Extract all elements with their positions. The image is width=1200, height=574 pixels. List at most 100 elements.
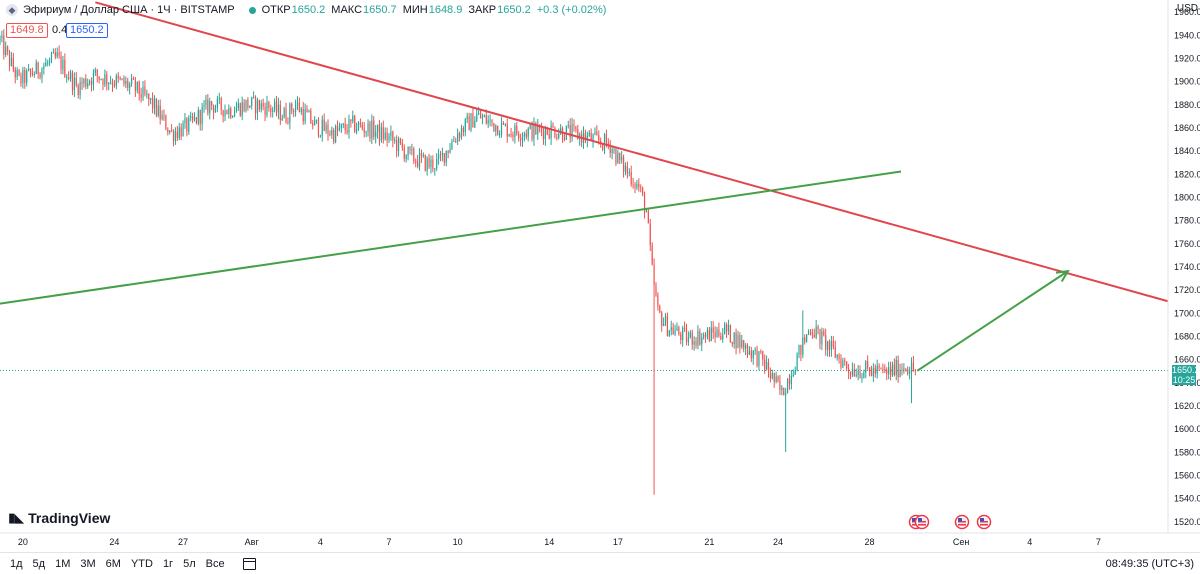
timeframe-5d[interactable]: 5д (32, 557, 46, 570)
candle-body (514, 125, 516, 137)
candle-body (674, 330, 676, 335)
candle-body (701, 337, 703, 345)
candle-body (369, 122, 371, 139)
candle-body (603, 134, 606, 150)
candle-body (748, 350, 751, 355)
timeframe-ytd[interactable]: YTD (130, 557, 153, 570)
candle-body (605, 134, 608, 144)
candle-body (586, 135, 588, 141)
candle-body (716, 329, 718, 338)
candle-body (907, 369, 909, 374)
candle-body (436, 158, 438, 169)
timeframe-3m[interactable]: 3М (80, 557, 96, 570)
candle-body (321, 119, 323, 136)
candle-body (312, 123, 314, 126)
candle-body (195, 117, 198, 124)
candle-body (634, 184, 636, 188)
y-tick-label: 1720.0 (1174, 285, 1200, 295)
candle-body (163, 115, 165, 117)
open-label: ОТКР (261, 4, 291, 16)
candle-body (722, 334, 724, 340)
currency-selector[interactable]: USD (1176, 3, 1198, 14)
candle-body (445, 150, 447, 163)
us-flag-event-icon[interactable] (976, 514, 992, 530)
candle-body (317, 119, 320, 136)
candle-body (94, 69, 96, 73)
candle-body (129, 84, 131, 89)
candle-body (214, 107, 217, 113)
candle-body (737, 335, 739, 349)
candle-body (552, 125, 554, 128)
us-flag-event-icon[interactable] (954, 514, 970, 530)
candle-body (48, 59, 51, 63)
x-tick-label: 20 (18, 537, 28, 547)
candle-body (184, 118, 186, 124)
candle-body (380, 127, 382, 141)
candle-body (523, 133, 526, 137)
candle-body (897, 359, 899, 378)
buy-button[interactable]: 1650.2 (66, 23, 108, 38)
candle-body (643, 194, 646, 213)
candle-body (5, 46, 7, 55)
candle-body (447, 150, 449, 153)
flag-canton (918, 518, 922, 522)
candle-body (783, 387, 785, 396)
candle-body (813, 334, 815, 338)
candle-body (468, 116, 470, 131)
symbol-title[interactable]: Эфириум / Доллар США · 1Ч · BITSTAMP (23, 4, 235, 16)
flag-stripe (958, 521, 966, 523)
candle-body (703, 334, 705, 338)
candle-body (260, 103, 262, 110)
flag-canton (912, 518, 916, 522)
clock[interactable]: 08:49:35 (UTC+3) (1105, 558, 1194, 570)
candle-body (758, 351, 760, 366)
y-tick-label: 1580.0 (1174, 447, 1200, 457)
candle-body (481, 117, 484, 119)
candle-body (846, 361, 848, 369)
candle-body (704, 334, 707, 337)
candle-body (71, 72, 74, 91)
calendar-icon[interactable] (242, 557, 256, 570)
candle-body (186, 118, 188, 132)
candle-body (451, 141, 453, 149)
candle-body (624, 166, 627, 172)
x-tick-label: 28 (865, 537, 875, 547)
us-flag-event-icon[interactable] (914, 514, 930, 530)
candle-body (630, 172, 632, 185)
candle-body (672, 327, 674, 335)
candle-body (66, 77, 68, 79)
candle-body (397, 138, 400, 152)
tradingview-logo[interactable]: ▮◣ TradingView (8, 510, 110, 526)
timeframe-all[interactable]: Все (205, 557, 225, 570)
flag-stripe (918, 524, 926, 526)
candle-body (153, 98, 156, 109)
candle-body (527, 128, 529, 137)
candle-body (92, 72, 95, 85)
candle-body (117, 75, 119, 79)
timeframe-5y[interactable]: 5л (183, 557, 196, 570)
candle-body (98, 76, 100, 80)
timeframe-1y[interactable]: 1г (162, 557, 174, 570)
candle-body (741, 340, 743, 348)
candle-body (283, 108, 285, 118)
timeframe-6m[interactable]: 6М (105, 557, 121, 570)
sell-button[interactable]: 1649.8 (6, 23, 48, 38)
candle-body (861, 377, 863, 379)
candle-body (792, 374, 794, 377)
candle-body (18, 70, 20, 76)
candle-body (281, 117, 283, 121)
y-tick-label: 1560.0 (1174, 471, 1200, 481)
candle-body (376, 124, 379, 132)
candle-body (765, 362, 768, 370)
candle-body (127, 80, 129, 89)
candle-body (327, 124, 329, 135)
timeframe-1d[interactable]: 1д (10, 557, 23, 570)
candle-body (268, 101, 270, 108)
candle-body (689, 332, 691, 338)
candle-body (399, 138, 402, 144)
candle-body (212, 105, 215, 113)
timeframe-1m[interactable]: 1М (55, 557, 71, 570)
candle-body (441, 153, 444, 156)
candle-body (64, 59, 66, 78)
